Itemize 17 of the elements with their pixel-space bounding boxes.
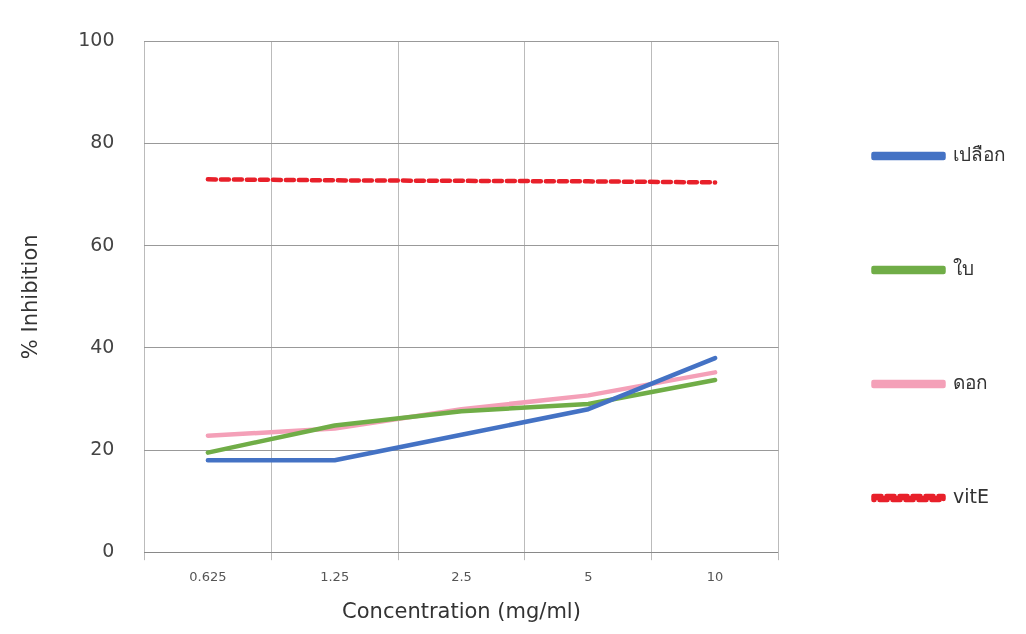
x-tick-label: 5 — [584, 569, 593, 585]
y-tick-label: 40 — [90, 334, 115, 357]
y-tick-label: 0 — [102, 539, 115, 562]
y-tick-label: 20 — [90, 436, 115, 459]
legend-label: ใบ — [953, 256, 974, 279]
legend-label: ดอก — [953, 370, 988, 393]
y-axis-title: % Inhibition — [18, 234, 43, 360]
x-tick-label: 1.25 — [320, 569, 350, 585]
y-tick-label: 100 — [78, 28, 115, 51]
legend-label: vitE — [953, 484, 989, 507]
x-axis-title: Concentration (mg/ml) — [342, 598, 581, 623]
legend-label: เปลือก — [953, 142, 1006, 165]
x-tick-label: 2.5 — [451, 569, 472, 585]
y-tick-label: 60 — [90, 232, 115, 255]
x-tick-label: 0.625 — [189, 569, 227, 585]
x-tick-label: 10 — [706, 569, 724, 585]
y-tick-label: 80 — [90, 130, 115, 153]
